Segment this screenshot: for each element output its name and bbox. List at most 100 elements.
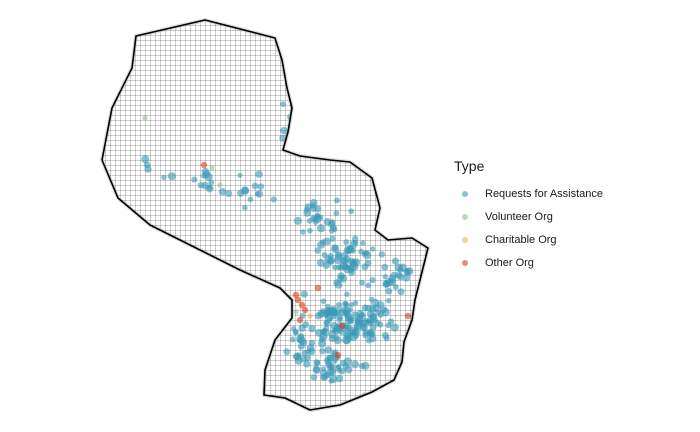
request-point (351, 360, 359, 369)
volunteer-org-point (217, 182, 223, 188)
request-point (331, 244, 340, 254)
request-point (322, 237, 331, 246)
request-point (247, 196, 254, 203)
request-point (280, 101, 287, 108)
request-point (385, 277, 394, 287)
request-point (293, 330, 299, 336)
request-point (374, 320, 381, 327)
request-point (385, 297, 392, 304)
request-point (257, 183, 265, 190)
request-point (362, 317, 370, 325)
request-point (364, 259, 372, 267)
volunteer-org-point (142, 115, 148, 121)
request-point (333, 279, 341, 287)
map-points (141, 101, 414, 401)
other-org-point (292, 291, 300, 299)
request-point (306, 218, 313, 224)
request-point (343, 255, 351, 263)
request-point (191, 176, 198, 183)
request-point (296, 334, 305, 343)
request-point (365, 337, 372, 344)
legend-item-volunteer: Volunteer Org (454, 205, 603, 228)
request-point (314, 205, 322, 213)
other-org-point (296, 316, 304, 324)
request-point (323, 312, 330, 319)
request-point (320, 298, 327, 305)
request-point (304, 354, 311, 362)
request-point (353, 325, 360, 332)
request-point (312, 365, 321, 373)
request-point (344, 302, 350, 309)
request-point (303, 206, 310, 213)
request-point (344, 291, 350, 297)
request-point (329, 368, 337, 376)
request-point (337, 314, 344, 321)
request-point (251, 182, 259, 190)
request-point (293, 353, 300, 360)
request-point (314, 247, 321, 254)
request-point (255, 170, 263, 178)
request-point (321, 373, 329, 381)
request-point (316, 258, 325, 267)
volunteer-org-point (167, 173, 173, 179)
request-point (328, 335, 336, 342)
request-point (369, 296, 375, 303)
legend-item-requests: Requests for Assistance (454, 182, 603, 205)
request-point (370, 246, 376, 252)
map-canvas (99, 17, 431, 413)
request-point (344, 264, 351, 271)
request-point (307, 227, 313, 234)
request-point (317, 214, 324, 221)
request-point (358, 248, 365, 255)
charitable-org-point (285, 311, 291, 317)
request-point (308, 325, 316, 333)
request-point (316, 224, 326, 233)
request-point (308, 339, 316, 347)
request-point (328, 220, 336, 229)
request-point (335, 365, 342, 372)
country-border (101, 19, 429, 411)
request-point (289, 336, 296, 343)
request-point (391, 257, 400, 265)
legend-label: Requests for Assistance (485, 187, 604, 200)
other-org-point (294, 296, 302, 304)
request-point (144, 165, 152, 173)
legend-label: Charitable Org (485, 233, 557, 246)
volunteer-org-point (293, 309, 299, 315)
request-point (343, 239, 350, 246)
request-point (395, 271, 403, 279)
request-point (397, 288, 405, 296)
request-point (350, 247, 356, 254)
legend-item-charitable: Charitable Org (454, 228, 603, 251)
request-point (350, 311, 359, 320)
request-point (398, 263, 407, 272)
request-point (201, 181, 210, 190)
request-point (333, 210, 340, 217)
charitable-org-point (307, 313, 313, 319)
request-point (310, 374, 318, 381)
request-point (300, 229, 306, 235)
legend-dot-icon (462, 236, 468, 243)
request-point (358, 312, 366, 320)
other-org-point (298, 301, 306, 309)
request-point (225, 190, 233, 197)
request-point (390, 323, 399, 332)
legend-label: Other Org (485, 256, 534, 269)
request-point (385, 287, 393, 295)
request-point (302, 321, 310, 329)
request-point (337, 272, 345, 280)
request-point (381, 331, 390, 340)
request-point (369, 276, 376, 284)
request-point (325, 359, 332, 366)
request-point (335, 301, 343, 309)
request-point (161, 174, 167, 181)
request-point (280, 126, 288, 135)
other-org-point (334, 351, 342, 359)
request-point (242, 205, 248, 211)
request-point (348, 208, 355, 215)
legend-dot-icon (462, 190, 468, 197)
request-point (208, 179, 215, 186)
other-org-point (301, 306, 309, 314)
request-point (381, 263, 389, 271)
other-org-point (200, 161, 208, 169)
